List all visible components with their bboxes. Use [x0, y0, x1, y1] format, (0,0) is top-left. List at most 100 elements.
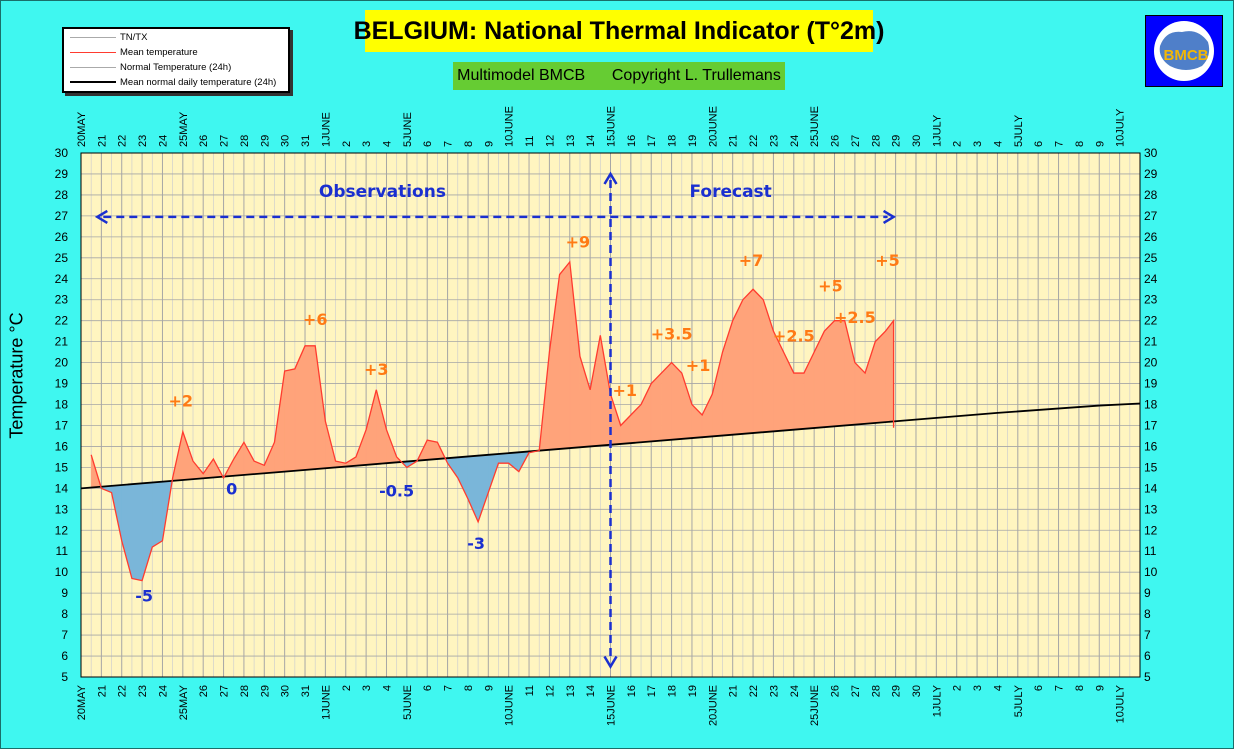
mean-temperature-line: [90, 260, 895, 582]
x-tick-label: 8: [1074, 141, 1086, 147]
arrow-head-right: [882, 209, 897, 224]
anomaly-label: +9: [566, 232, 591, 251]
x-tick-label: 19: [687, 685, 699, 697]
x-tick-label: 12: [544, 135, 556, 147]
x-tick-label: 17: [646, 685, 658, 697]
x-tick-label: 22: [117, 685, 129, 697]
y-tick-label: 30: [1144, 146, 1158, 160]
x-tick-label: 4: [992, 141, 1004, 147]
y-tick-label: 27: [1144, 209, 1158, 223]
anomaly-fill: [426, 439, 438, 461]
legend-label: TN/TX: [120, 31, 148, 43]
y-tick-label: 18: [1144, 398, 1158, 412]
x-tick-label: 10JUNE: [504, 685, 516, 726]
y-tick-label: 6: [61, 649, 68, 663]
x-tick-label: 10JULY: [1115, 108, 1127, 147]
anomaly-fill: [661, 361, 672, 441]
x-tick-label: 13: [565, 685, 577, 697]
x-tick-label: 1JULY: [931, 114, 943, 147]
x-tick-label: 7: [443, 141, 455, 147]
y-tick-label: 23: [1144, 293, 1158, 307]
x-tick-label: 28: [870, 685, 882, 697]
x-tick-label: 5JULY: [1013, 684, 1025, 717]
x-tick-label: 8: [463, 685, 475, 691]
y-tick-label: 15: [55, 460, 69, 474]
anomaly-fill: [742, 288, 754, 435]
anomaly-label: -3: [467, 534, 485, 553]
y-tick-label: 22: [55, 314, 69, 328]
anomaly-label: +5: [818, 276, 843, 295]
x-tick-label: 31: [300, 685, 312, 697]
x-tick-label: 24: [789, 135, 801, 147]
anomaly-annotations: -5 +2 0 +6 +3 -0.5 -3 +9 +1 +3.5 +1 +7 +2.5 +5 +2.5 +5: [135, 232, 900, 605]
y-tick-label: 24: [1144, 272, 1158, 286]
legend-swatch: [70, 66, 116, 68]
x-tick-label: 25JUNE: [809, 685, 821, 726]
x-tick-label: 7: [443, 685, 455, 691]
y-tick-label: 19: [55, 377, 69, 391]
y-tick-label: 12: [1144, 523, 1158, 537]
legend-swatch: [70, 51, 116, 53]
anomaly-fill: [824, 320, 835, 428]
y-tick-label: 20: [1144, 356, 1158, 370]
x-tick-label: 21: [96, 685, 108, 697]
x-tick-label: 8: [463, 141, 475, 147]
x-tick-label: 2: [952, 141, 964, 147]
anomaly-label: +7: [739, 251, 764, 270]
x-tick-label: 28: [870, 135, 882, 147]
x-tick-label: 30: [280, 685, 292, 697]
x-tick-label: 29: [891, 685, 903, 697]
x-tick-label: 9: [483, 141, 495, 147]
y-tick-label: 21: [55, 335, 69, 349]
y-tick-label: 11: [1144, 544, 1157, 558]
x-tick-label: 7: [1054, 685, 1066, 691]
x-tick-label: 9: [1094, 141, 1106, 147]
y-tick-label: 16: [55, 439, 69, 453]
x-tick-label: 28: [239, 135, 251, 147]
x-tick-label: 21: [728, 685, 740, 697]
anomaly-fill: [793, 372, 805, 430]
x-tick-label: 26: [198, 685, 210, 697]
x-tick-label: 14: [585, 135, 597, 147]
anomaly-label: -0.5: [379, 482, 414, 501]
arrow-head-left: [94, 209, 108, 224]
x-tick-label: 1JULY: [931, 684, 943, 717]
x-tick-label: 16: [626, 685, 638, 697]
y-tick-label: 6: [1144, 649, 1151, 663]
plot-border: [80, 152, 1141, 678]
x-tick-label: 4: [992, 685, 1004, 691]
anomaly-fill: [284, 368, 296, 472]
x-tick-label: 22: [117, 135, 129, 147]
x-tick-label: 10JULY: [1115, 684, 1127, 723]
y-tick-label: 14: [55, 481, 69, 495]
y-tick-label: 25: [1144, 251, 1158, 265]
anomaly-label: +1: [612, 381, 637, 400]
anomaly-label: -5: [135, 587, 153, 606]
y-tick-label: 28: [1144, 188, 1158, 202]
x-tick-label: 15JUNE: [606, 685, 618, 726]
x-tick-label: 11: [524, 136, 536, 147]
x-tick-label: 17: [646, 135, 658, 147]
legend-label: Normal Temperature (24h): [120, 61, 232, 73]
x-tick-label: 29: [259, 135, 271, 147]
x-axis-top-ticks: 20MAY 21 22 23 24 25MAY 26 27 28 29 30 31 1JUNE 2 3 4 5J…: [76, 106, 1127, 147]
x-tick-label: 6: [422, 141, 434, 147]
x-tick-label: 20JUNE: [707, 106, 719, 147]
y-tick-label: 11: [56, 544, 69, 558]
anomaly-label: +2.5: [773, 327, 815, 346]
legend-item-tn-tx: TN/TX: [70, 30, 147, 44]
legend-item-normal-temperature: Normal Temperature (24h): [70, 60, 231, 74]
x-tick-label: 26: [830, 685, 842, 697]
x-tick-label: 6: [1033, 141, 1045, 147]
x-tick-label: 1JUNE: [320, 685, 332, 720]
y-tick-label: 19: [1144, 377, 1158, 391]
y-tick-label: 13: [55, 502, 69, 516]
y-tick-label: 30: [55, 146, 69, 160]
x-tick-label: 3: [972, 685, 984, 691]
x-tick-label: 2: [341, 141, 353, 147]
x-tick-label: 18: [667, 135, 679, 147]
y-tick-label: 28: [55, 188, 69, 202]
x-tick-label: 1JUNE: [320, 112, 332, 147]
y-axis-right-ticks: 5 6 7 8 9 10 11 12 13 14 15 16 17 18 19 20 21 22 23 24 25 26 2…: [1144, 146, 1158, 684]
